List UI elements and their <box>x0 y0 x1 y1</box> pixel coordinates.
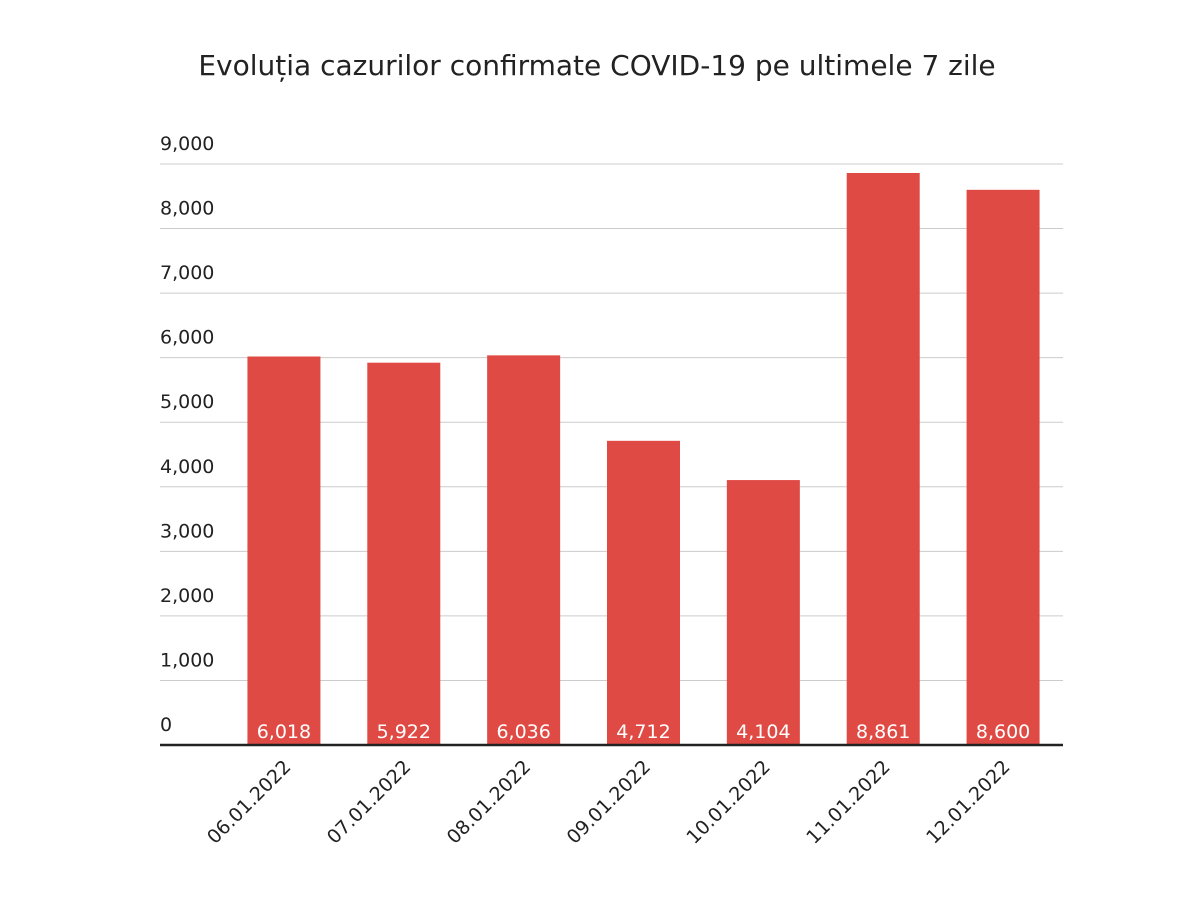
x-tick-label: 09.01.2022 <box>563 756 655 848</box>
bar <box>367 362 441 745</box>
value-label: 4,104 <box>736 721 790 743</box>
value-label: 4,712 <box>616 721 670 743</box>
x-tick-label: 08.01.2022 <box>443 756 535 848</box>
x-tick-label: 12.01.2022 <box>922 756 1014 848</box>
value-label: 8,600 <box>976 721 1030 743</box>
bar <box>966 189 1040 746</box>
y-tick-label: 3,000 <box>160 520 214 542</box>
bar <box>726 480 800 745</box>
value-label: 5,922 <box>377 721 431 743</box>
bar <box>846 172 920 746</box>
value-label: 6,018 <box>257 721 311 743</box>
x-tick-label: 06.01.2022 <box>203 756 295 848</box>
x-tick-label: 11.01.2022 <box>802 756 894 848</box>
x-tick-label: 10.01.2022 <box>682 756 774 848</box>
y-tick-label: 6,000 <box>160 327 214 349</box>
y-tick-label: 8,000 <box>160 198 214 220</box>
x-tick-label: 07.01.2022 <box>323 756 415 848</box>
y-tick-label: 5,000 <box>160 391 214 413</box>
y-tick-label: 7,000 <box>160 262 214 284</box>
value-label: 8,861 <box>856 721 910 743</box>
bar <box>247 356 321 745</box>
y-tick-label: 9,000 <box>160 133 214 155</box>
y-tick-label: 0 <box>160 714 172 736</box>
bar <box>607 440 680 745</box>
y-tick-label: 2,000 <box>160 585 214 607</box>
chart-title: Evoluția cazurilor confirmate COVID-19 p… <box>198 49 995 82</box>
y-tick-label: 1,000 <box>160 649 214 671</box>
bar <box>487 355 561 745</box>
y-tick-label: 4,000 <box>160 456 214 478</box>
value-label: 6,036 <box>496 721 550 743</box>
